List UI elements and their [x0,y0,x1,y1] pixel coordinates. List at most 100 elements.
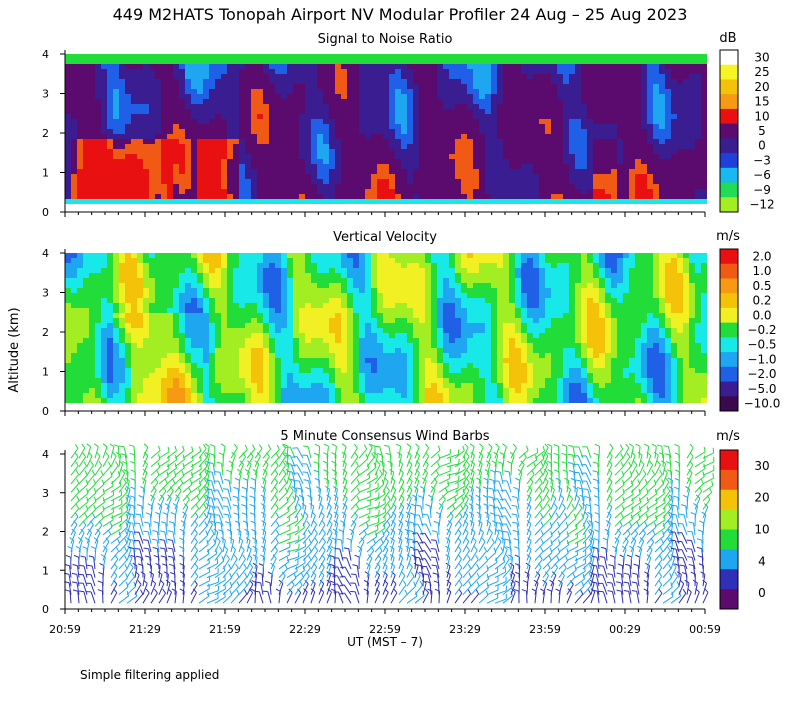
heatmap-cell [557,194,563,199]
heatmap-cell [335,99,341,104]
heatmap-cell [695,69,701,74]
heatmap-cell [659,54,665,59]
heatmap-cell [323,288,329,293]
heatmap-cell [233,388,239,393]
heatmap-cell [641,109,647,114]
heatmap-cell [203,124,209,129]
heatmap-cell [293,303,299,308]
heatmap-cell [509,179,515,184]
heatmap-cell [233,383,239,388]
heatmap-cell [269,393,275,398]
heatmap-cell [521,79,527,84]
heatmap-cell [593,94,599,99]
heatmap-cell [335,64,341,69]
heatmap-cell [149,268,155,273]
heatmap-cell [443,199,449,204]
heatmap-cell [629,79,635,84]
heatmap-cell [671,164,677,169]
heatmap-cell [179,74,185,79]
heatmap-cell [365,263,371,268]
heatmap-cell [209,144,215,149]
heatmap-cell [275,124,281,129]
heatmap-cell [611,139,617,144]
heatmap-cell [251,64,257,69]
heatmap-cell [353,348,359,353]
heatmap-cell [497,134,503,139]
heatmap-cell [83,278,89,283]
heatmap-cell [659,124,665,129]
heatmap-cell [623,79,629,84]
heatmap-cell [347,189,353,194]
heatmap-cell [65,268,71,273]
heatmap-cell [647,94,653,99]
heatmap-cell [125,368,131,373]
heatmap-cell [533,59,539,64]
heatmap-cell [71,119,77,124]
heatmap-cell [335,149,341,154]
heatmap-cell [173,64,179,69]
heatmap-cell [653,119,659,124]
heatmap-cell [251,199,257,204]
heatmap-cell [467,134,473,139]
heatmap-cell [137,318,143,323]
heatmap-cell [347,124,353,129]
heatmap-cell [149,338,155,343]
heatmap-cell [215,149,221,154]
heatmap-cell [167,154,173,159]
heatmap-cell [569,69,575,74]
heatmap-cell [89,184,95,189]
heatmap-cell [173,99,179,104]
heatmap-cell [209,54,215,59]
heatmap-cell [203,388,209,393]
heatmap-cell [311,69,317,74]
heatmap-cell [287,348,293,353]
heatmap-cell [521,169,527,174]
heatmap-cell [341,74,347,79]
heatmap-cell [113,268,119,273]
heatmap-cell [533,159,539,164]
heatmap-cell [113,169,119,174]
heatmap-cell [347,363,353,368]
heatmap-cell [101,154,107,159]
heatmap-cell [251,154,257,159]
heatmap-cell [221,288,227,293]
heatmap-cell [221,333,227,338]
heatmap-cell [173,338,179,343]
heatmap-cell [65,308,71,313]
heatmap-cell [245,74,251,79]
heatmap-cell [467,84,473,89]
heatmap-cell [179,64,185,69]
snr-unit-label: dB [719,31,736,46]
heatmap-cell [539,124,545,129]
heatmap-cell [449,134,455,139]
heatmap-cell [353,273,359,278]
heatmap-cell [395,164,401,169]
heatmap-cell [425,159,431,164]
heatmap-cell [269,169,275,174]
heatmap-cell [131,343,137,348]
heatmap-cell [137,129,143,134]
heatmap-cell [581,169,587,174]
heatmap-cell [281,303,287,308]
heatmap-cell [473,189,479,194]
heatmap-cell [635,94,641,99]
heatmap-cell [101,278,107,283]
heatmap-cell [425,114,431,119]
heatmap-cell [65,373,71,378]
heatmap-cell [449,159,455,164]
heatmap-cell [617,169,623,174]
heatmap-cell [677,184,683,189]
heatmap-cell [395,368,401,373]
heatmap-cell [341,189,347,194]
heatmap-cell [509,109,515,114]
heatmap-cell [77,184,83,189]
heatmap-cell [161,169,167,174]
heatmap-cell [113,124,119,129]
heatmap-cell [227,74,233,79]
heatmap-cell [227,54,233,59]
heatmap-cell [365,318,371,323]
heatmap-cell [611,189,617,194]
heatmap-cell [191,84,197,89]
heatmap-cell [317,104,323,109]
